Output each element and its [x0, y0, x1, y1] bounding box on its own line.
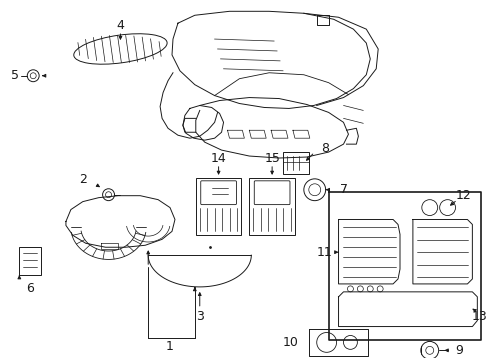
Text: 10: 10: [283, 336, 298, 349]
Text: 13: 13: [470, 310, 486, 323]
Text: 8: 8: [320, 141, 328, 154]
Text: 11: 11: [316, 246, 332, 259]
Text: 7: 7: [340, 183, 348, 196]
Text: 5: 5: [11, 69, 20, 82]
Text: 1: 1: [166, 340, 174, 353]
Text: 3: 3: [195, 310, 203, 323]
Text: 14: 14: [210, 152, 226, 165]
Text: 4: 4: [116, 19, 124, 32]
Text: 2: 2: [79, 173, 86, 186]
Text: 9: 9: [455, 344, 463, 357]
Text: 6: 6: [26, 282, 34, 295]
Text: 15: 15: [264, 152, 280, 165]
Text: 12: 12: [455, 189, 470, 202]
